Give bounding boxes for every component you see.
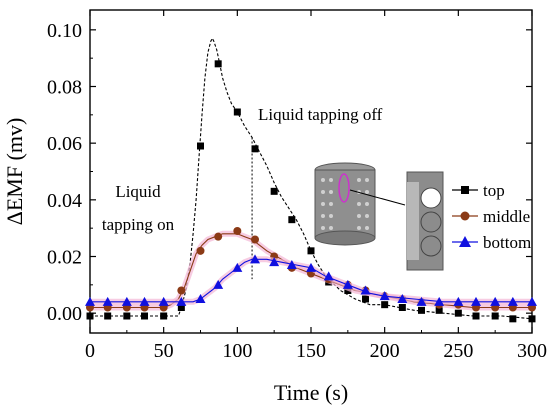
point-top xyxy=(398,304,406,311)
point-bottom xyxy=(527,296,537,306)
point-top xyxy=(509,315,517,323)
point-top xyxy=(528,315,536,323)
point-bottom xyxy=(434,296,445,306)
y-tick-label: 0.00 xyxy=(47,303,82,325)
x-axis-title: Time (s) xyxy=(274,380,348,405)
legend-marker-top xyxy=(461,186,469,194)
point-bottom xyxy=(121,296,132,306)
point-bottom xyxy=(139,296,150,306)
point-bottom xyxy=(195,294,206,303)
point-bottom xyxy=(360,285,371,295)
point-top xyxy=(251,145,259,153)
point-bottom xyxy=(507,296,518,306)
x-tick-label: 150 xyxy=(296,340,326,362)
point-middle xyxy=(233,227,242,235)
legend-marker-bottom xyxy=(459,236,471,247)
bar-plate-icon xyxy=(406,171,444,271)
y-tick-label: 0.04 xyxy=(47,190,82,212)
point-bottom xyxy=(102,296,113,306)
point-bottom xyxy=(269,257,280,267)
point-top xyxy=(491,312,499,320)
point-bottom xyxy=(323,271,334,281)
point-bottom xyxy=(232,262,243,272)
legend-marker-middle xyxy=(460,211,470,221)
legend-label-top: top xyxy=(483,181,505,200)
point-middle xyxy=(214,232,223,241)
point-top xyxy=(123,312,131,320)
y-tick-label: 0.06 xyxy=(47,133,82,155)
point-top xyxy=(435,306,443,314)
point-top xyxy=(214,60,222,68)
point-top xyxy=(141,312,149,320)
annotation-tapping-on-line1: Liquid xyxy=(115,182,161,201)
point-top xyxy=(86,312,94,320)
point-top xyxy=(288,216,296,224)
point-bottom xyxy=(250,254,261,264)
x-tick-label: 250 xyxy=(443,340,473,362)
y-tick-label: 0.02 xyxy=(47,247,82,269)
x-tick-label: 200 xyxy=(370,340,400,362)
series-line-top xyxy=(90,37,533,320)
point-bottom xyxy=(342,279,353,289)
legend-label-bottom: bottom xyxy=(483,233,531,252)
point-bottom xyxy=(416,296,427,306)
x-tick-label: 50 xyxy=(154,340,174,362)
legend: top middle bottom xyxy=(452,181,531,252)
point-middle xyxy=(177,286,186,295)
point-bottom xyxy=(176,296,187,306)
point-bottom xyxy=(471,296,482,306)
cylinder-icon xyxy=(314,162,376,246)
point-bottom xyxy=(490,296,501,306)
point-top xyxy=(197,142,204,150)
x-tick-label: 100 xyxy=(222,340,252,362)
point-top xyxy=(307,247,315,255)
legend-label-middle: middle xyxy=(483,207,530,226)
pointer-line xyxy=(349,189,406,206)
x-tick-label: 300 xyxy=(517,340,547,362)
point-middle xyxy=(196,246,205,255)
point-bottom xyxy=(453,296,464,306)
annotation-tapping-off: Liquid tapping off xyxy=(258,105,383,124)
annotation-tapping-on-line2: tapping on xyxy=(102,215,175,234)
point-bottom xyxy=(306,262,316,272)
y-tick-label: 0.10 xyxy=(47,20,82,42)
y-axis-title: ΔEMF (mv) xyxy=(2,118,27,226)
point-top xyxy=(270,187,278,195)
point-top xyxy=(362,295,370,303)
plot-frame xyxy=(89,9,533,334)
point-middle xyxy=(251,235,260,244)
inset-illustration xyxy=(314,162,444,271)
point-top xyxy=(381,301,389,309)
point-top xyxy=(233,108,241,116)
point-top xyxy=(160,312,168,320)
point-top xyxy=(177,304,185,311)
point-bottom xyxy=(213,279,224,289)
point-bottom xyxy=(397,294,408,303)
point-top xyxy=(454,309,462,317)
x-tick-label: 0 xyxy=(85,340,95,362)
point-bottom xyxy=(85,296,95,306)
point-bottom xyxy=(158,296,169,306)
y-tick-label: 0.08 xyxy=(47,77,82,99)
point-bottom xyxy=(379,291,390,301)
point-bottom xyxy=(286,260,297,269)
point-top xyxy=(418,306,425,314)
point-top xyxy=(104,312,112,320)
point-top xyxy=(472,312,480,320)
plot-area: 0 50 100 150 200 250 300 0.00 0.02 0.04 0.06 0.08 0.… xyxy=(2,9,547,405)
